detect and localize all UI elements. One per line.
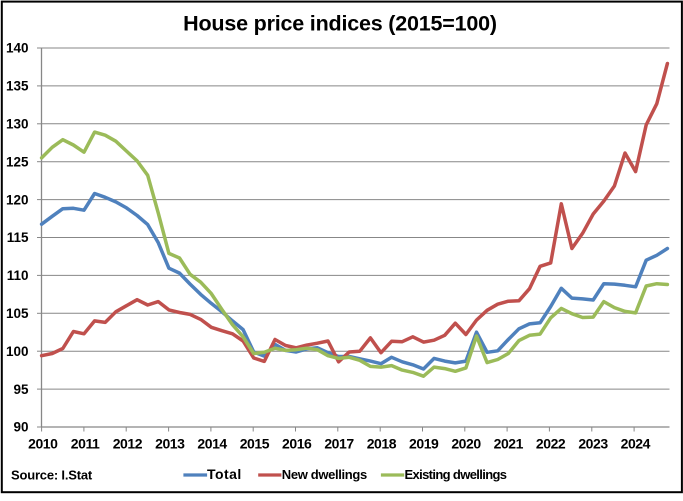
svg-text:90: 90 [13,420,28,435]
svg-text:2016: 2016 [282,436,312,452]
svg-text:115: 115 [7,230,29,245]
svg-text:2019: 2019 [409,436,439,452]
svg-text:2024: 2024 [621,436,651,452]
svg-text:2023: 2023 [578,436,608,452]
svg-text:100: 100 [6,344,29,359]
svg-text:2010: 2010 [28,436,58,452]
svg-text:2018: 2018 [367,436,397,452]
svg-text:2014: 2014 [197,436,227,452]
svg-text:140: 140 [6,41,29,56]
svg-text:120: 120 [6,192,29,207]
svg-text:House price indices (2015=100): House price indices (2015=100) [183,12,497,36]
svg-text:2017: 2017 [324,436,354,452]
svg-text:105: 105 [6,306,29,321]
svg-text:2013: 2013 [155,436,185,452]
svg-text:2015: 2015 [240,436,270,452]
svg-text:135: 135 [6,79,29,94]
svg-text:130: 130 [6,117,29,132]
svg-text:2021: 2021 [494,436,524,452]
svg-text:Source: I.Stat: Source: I.Stat [11,468,93,483]
svg-text:2020: 2020 [451,436,481,452]
svg-text:Existing dwellings: Existing dwellings [405,467,507,482]
svg-text:95: 95 [13,382,29,397]
svg-text:New dwellings: New dwellings [282,467,367,482]
svg-text:2022: 2022 [536,436,566,452]
svg-text:2012: 2012 [113,436,143,452]
svg-text:125: 125 [6,154,29,169]
svg-text:110: 110 [7,268,29,283]
svg-text:2011: 2011 [71,436,100,452]
svg-text:Total: Total [207,466,242,482]
